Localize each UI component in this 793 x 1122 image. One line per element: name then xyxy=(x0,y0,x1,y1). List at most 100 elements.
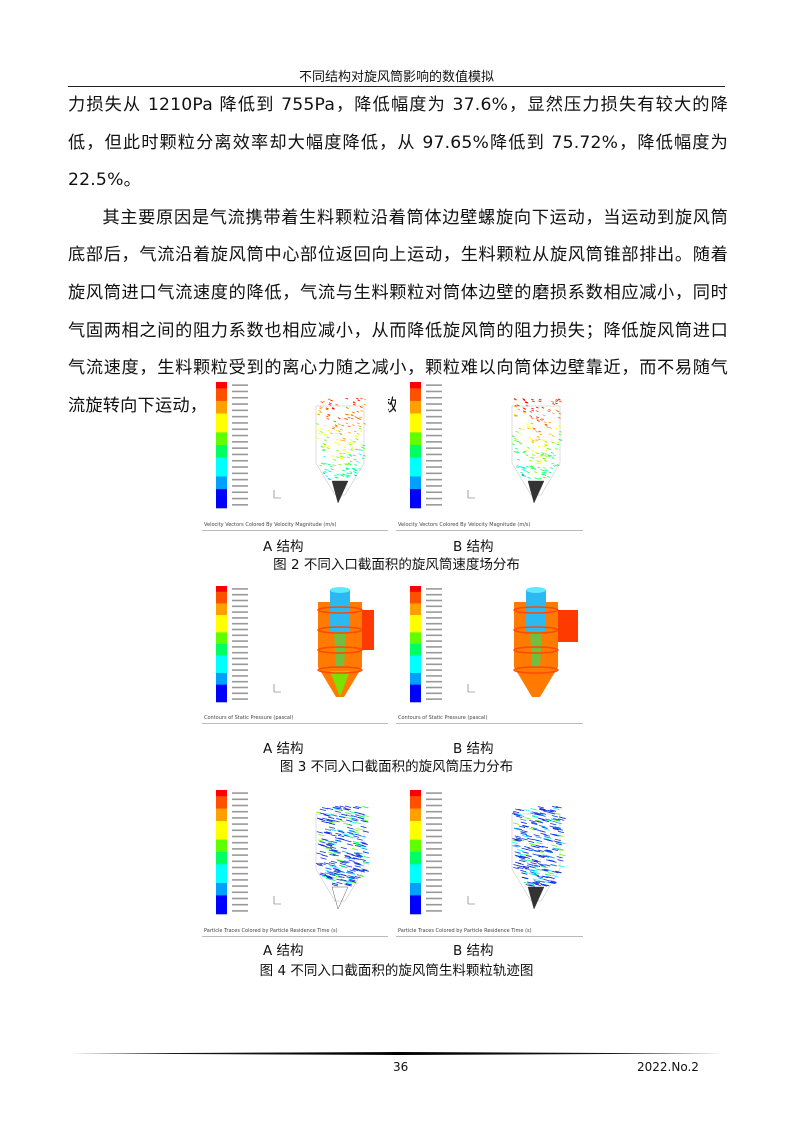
velocity-vector xyxy=(516,466,519,469)
colorbar-tick-label xyxy=(426,422,442,424)
particle-trace xyxy=(545,849,552,853)
particle-trace xyxy=(518,814,525,817)
velocity-vector xyxy=(339,428,343,431)
colorbar-tick-label xyxy=(232,829,248,832)
particle-trace xyxy=(333,820,340,823)
velocity-vector xyxy=(352,403,356,406)
particle-trace xyxy=(325,877,333,881)
velocity-vector xyxy=(354,464,358,466)
subfigure-label-b: B 结构 xyxy=(453,741,494,757)
velocity-vector xyxy=(515,447,518,450)
velocity-vector xyxy=(547,454,551,457)
cyclone-outline xyxy=(315,813,365,902)
particle-trace xyxy=(341,850,348,854)
particle-trace xyxy=(520,818,527,821)
velocity-vector xyxy=(527,425,530,428)
velocity-vector xyxy=(521,473,525,476)
particle-trace xyxy=(514,839,521,842)
particle-trace xyxy=(532,882,539,885)
colorbar-tick-label xyxy=(426,804,442,807)
particle-trace xyxy=(319,841,326,844)
velocity-vector xyxy=(514,404,518,407)
colorbar-tick-label xyxy=(232,422,248,424)
particle-trace xyxy=(331,814,338,817)
particle-trace xyxy=(551,844,558,847)
velocity-vector xyxy=(526,471,530,473)
colorbar-tick-label xyxy=(232,675,248,677)
velocity-vector xyxy=(548,432,552,435)
velocity-vector xyxy=(342,449,346,452)
colorbar-tick-label xyxy=(232,646,248,648)
particle-trace xyxy=(322,807,329,810)
colorbar-tick-label xyxy=(426,675,442,677)
particle-trace xyxy=(348,871,355,874)
velocity-vector xyxy=(548,421,552,424)
velocity-vector xyxy=(350,414,354,417)
particle-trace xyxy=(322,817,329,820)
particle-trace xyxy=(361,819,368,822)
colorbar-swatch xyxy=(410,864,421,871)
panel-caption: Particle Traces Colored by Particle Resi… xyxy=(398,928,532,934)
colorbar-tick-label xyxy=(426,663,442,666)
velocity-vector xyxy=(513,398,517,401)
velocity-vector xyxy=(513,405,517,408)
panel-caption: Velocity Vectors Colored By Velocity Mag… xyxy=(204,522,337,528)
colorbar-tick-label xyxy=(426,384,442,386)
particle-trace xyxy=(531,858,538,862)
velocity-vector xyxy=(353,440,356,443)
particle-trace xyxy=(521,876,528,880)
colorbar-tick-label xyxy=(426,504,442,506)
particle-trace xyxy=(334,805,342,809)
particle-trace xyxy=(321,854,328,857)
particle-trace xyxy=(543,834,550,837)
velocity-vector xyxy=(334,424,338,427)
particle-trace xyxy=(550,833,557,836)
velocity-vector xyxy=(357,399,361,402)
particle-trace xyxy=(360,835,367,838)
particle-trace xyxy=(520,821,527,824)
particle-trace xyxy=(520,832,527,836)
velocity-vector xyxy=(338,453,342,455)
velocity-vector xyxy=(537,438,541,441)
colorbar-swatch xyxy=(410,482,421,490)
colorbar-tick-label xyxy=(426,823,442,825)
velocity-vector xyxy=(353,430,357,433)
velocity-vector xyxy=(542,457,546,460)
particle-trace xyxy=(345,819,353,822)
colorbar-swatch xyxy=(410,626,421,633)
colorbar-tick-label xyxy=(426,792,442,794)
velocity-vector xyxy=(352,401,356,404)
velocity-vector xyxy=(550,452,554,454)
velocity-vector xyxy=(544,449,548,452)
velocity-vector xyxy=(534,471,537,474)
velocity-vector xyxy=(533,451,537,454)
colorbar-tick-label xyxy=(232,891,248,894)
velocity-vector xyxy=(536,416,539,419)
particle-trace xyxy=(355,862,362,866)
velocity-vector xyxy=(555,409,559,412)
colorbar-swatch xyxy=(410,586,421,593)
velocity-vector xyxy=(549,454,553,457)
colorbar-swatch xyxy=(410,470,421,477)
colorbar-tick-label xyxy=(232,680,248,683)
particle-trace xyxy=(545,819,552,822)
velocity-vector xyxy=(348,463,352,466)
particle-trace xyxy=(353,835,360,838)
velocity-vector xyxy=(359,406,363,408)
particle-trace xyxy=(534,860,541,863)
figure-caption: 图 2 不同入口截面积的旋风筒速度场分布 xyxy=(273,557,520,573)
particle-trace xyxy=(346,876,353,879)
particle-trace xyxy=(355,843,362,846)
outlet-pipe xyxy=(526,590,546,632)
colorbar-tick-label xyxy=(426,599,442,602)
colorbar-swatch xyxy=(410,852,421,859)
velocity-vector xyxy=(357,433,361,436)
colorbar-tick-label xyxy=(232,835,248,838)
velocity-vector xyxy=(540,454,543,457)
velocity-vector xyxy=(539,461,542,464)
particle-trace xyxy=(526,868,534,871)
velocity-vector xyxy=(531,456,534,459)
particle-trace xyxy=(550,820,557,823)
cone-mesh xyxy=(527,480,545,504)
particle-trace xyxy=(333,851,341,855)
